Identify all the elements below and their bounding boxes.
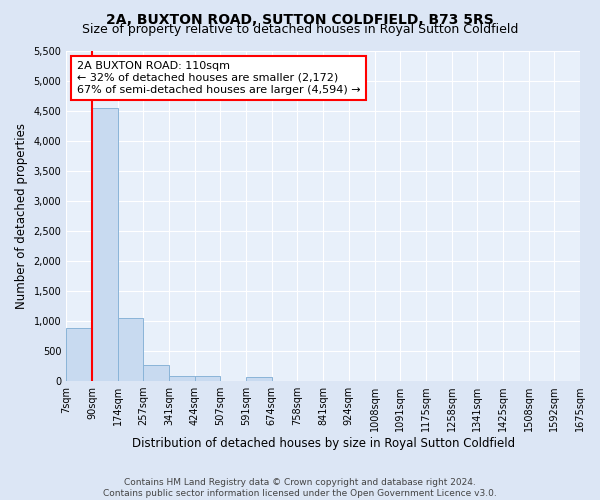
Text: 2A, BUXTON ROAD, SUTTON COLDFIELD, B73 5RS: 2A, BUXTON ROAD, SUTTON COLDFIELD, B73 5…: [106, 12, 494, 26]
Text: Size of property relative to detached houses in Royal Sutton Coldfield: Size of property relative to detached ho…: [82, 22, 518, 36]
Bar: [143, 365, 169, 381]
Bar: [195, 376, 220, 381]
Text: 2A BUXTON ROAD: 110sqm
← 32% of detached houses are smaller (2,172)
67% of semi-: 2A BUXTON ROAD: 110sqm ← 32% of detached…: [77, 62, 360, 94]
Bar: [92, 108, 118, 381]
Text: Contains HM Land Registry data © Crown copyright and database right 2024.
Contai: Contains HM Land Registry data © Crown c…: [103, 478, 497, 498]
Bar: [66, 328, 92, 381]
X-axis label: Distribution of detached houses by size in Royal Sutton Coldfield: Distribution of detached houses by size …: [131, 437, 515, 450]
Bar: [169, 376, 195, 381]
Y-axis label: Number of detached properties: Number of detached properties: [15, 124, 28, 310]
Bar: [118, 318, 143, 381]
Bar: [246, 378, 272, 381]
